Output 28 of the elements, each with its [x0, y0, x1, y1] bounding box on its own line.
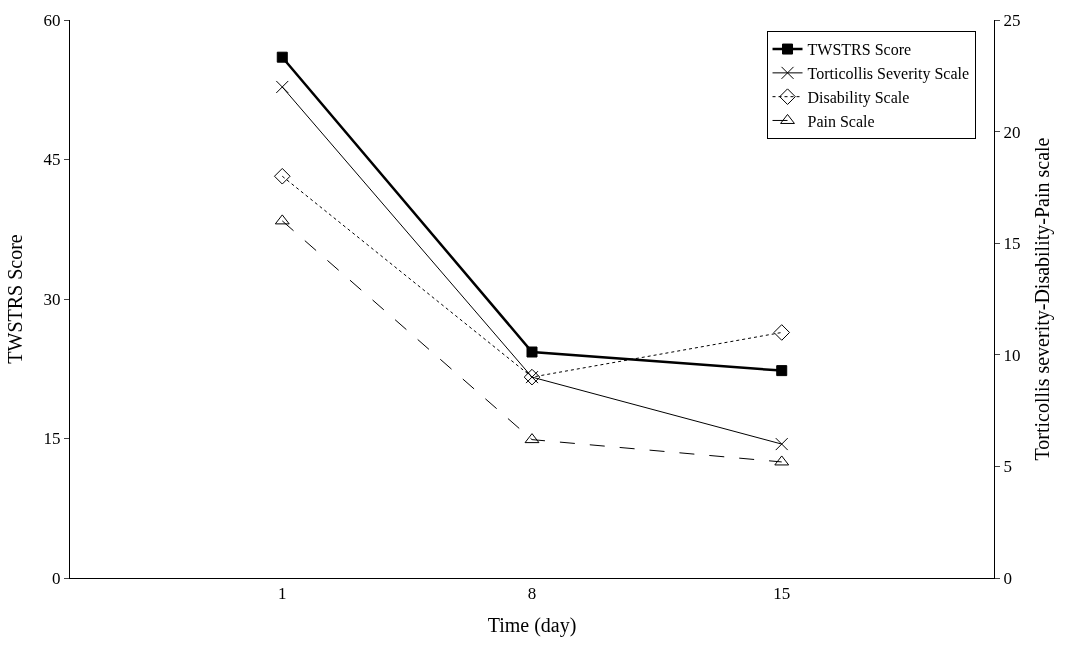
- y2-tick-label: 25: [1003, 10, 1021, 30]
- point: [273, 167, 291, 185]
- x-tick-label: 8: [527, 584, 537, 604]
- point: [773, 324, 791, 341]
- y2-tick-label: 20: [1003, 122, 1021, 142]
- legend-label: Torticollis Severity Scale: [807, 65, 970, 84]
- point: [275, 80, 289, 94]
- y2-tick-label: 5: [1003, 457, 1012, 477]
- y2-tick-label: 15: [1003, 234, 1021, 254]
- point: [526, 346, 538, 358]
- y2-axis-title: Torticollis severity-Disability-Pain scale: [1030, 137, 1054, 461]
- legend-label: TWSTRS Score: [807, 41, 912, 59]
- x-axis-title: Time (day): [487, 613, 577, 637]
- y-tick-label: 30: [43, 289, 61, 309]
- legend-label: Pain Scale: [807, 112, 875, 130]
- point: [775, 437, 789, 451]
- y-axis-title: TWSTRS Score: [4, 234, 27, 364]
- y2-tick-label: 0: [1003, 568, 1012, 588]
- y-tick-label: 0: [52, 568, 61, 588]
- x-tick-label: 15: [773, 584, 791, 604]
- legend-label: Disability Scale: [807, 88, 910, 107]
- point: [776, 365, 788, 377]
- y-tick-label: 45: [43, 150, 61, 170]
- y-tick-label: 60: [43, 10, 61, 30]
- point: [276, 51, 288, 63]
- y2-tick-label: 10: [1003, 345, 1021, 365]
- x-tick-label: 1: [278, 584, 287, 604]
- y-tick-label: 15: [43, 429, 61, 449]
